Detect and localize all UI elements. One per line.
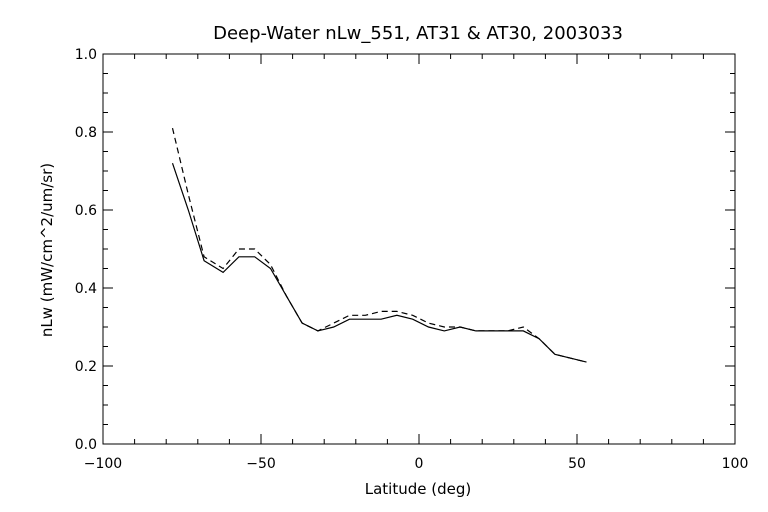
y-tick-label: 0.6 (75, 203, 97, 219)
y-axis-title: nLw (mW/cm^2/um/sr) (38, 163, 56, 337)
y-tick-label: 0.4 (75, 281, 97, 297)
x-tick-label: 50 (568, 456, 586, 472)
x-tick-label: −50 (246, 456, 276, 472)
x-tick-label: 100 (722, 456, 749, 472)
plot-frame (102, 53, 736, 445)
x-axis: −100 −50 0 50 100 (84, 54, 749, 472)
series-line-dashed (171, 127, 587, 363)
y-axis: 0.0 0.2 0.4 0.6 0.8 1.0 (75, 47, 735, 453)
x-axis-title: Latitude (deg) (365, 480, 471, 498)
y-tick-label: 0.8 (75, 125, 97, 141)
x-tick-label: −100 (84, 456, 122, 472)
chart-title: Deep-Water nLw_551, AT31 & AT30, 2003033 (213, 23, 623, 44)
y-tick-label: 0.0 (75, 437, 97, 453)
y-tick-label: 0.2 (75, 359, 97, 375)
series-layer (171, 127, 587, 363)
series-line-solid (171, 163, 587, 363)
y-tick-label: 1.0 (75, 47, 97, 63)
x-tick-label: 0 (415, 456, 424, 472)
